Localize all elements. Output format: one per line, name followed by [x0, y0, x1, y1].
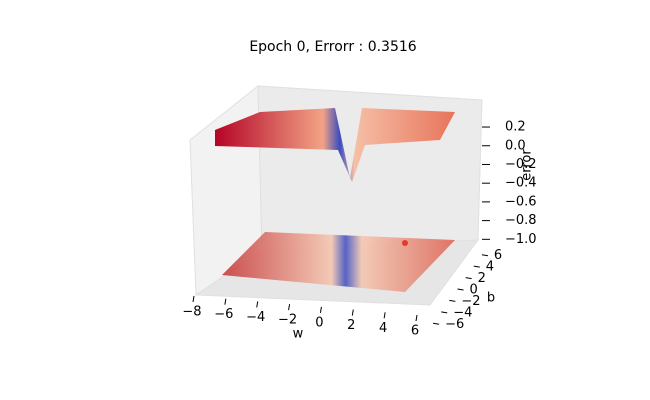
- x-tick: [192, 295, 195, 303]
- x-tick: [256, 301, 259, 308]
- y-tick-label: −2: [461, 294, 480, 309]
- z-tick-label: 0.2: [505, 120, 526, 135]
- z-tick-label: −1.0: [505, 232, 537, 247]
- x-tick-label: −8: [182, 305, 201, 320]
- z-tick-label: 0.0: [505, 138, 526, 153]
- current-point: [402, 240, 408, 246]
- y-tick: [457, 288, 464, 291]
- y-axis-label: b: [487, 291, 495, 306]
- x-tick-label: 4: [379, 321, 387, 336]
- z-tick-label: −0.8: [505, 213, 537, 228]
- y-tick: [432, 322, 440, 325]
- y-tick-label: 6: [494, 248, 502, 263]
- y-tick-label: 0: [470, 283, 478, 298]
- x-tick: [383, 312, 386, 319]
- y-tick-label: 2: [478, 271, 486, 286]
- x-tick-label: 2: [347, 318, 355, 333]
- x-tick-label: −2: [278, 313, 297, 328]
- y-tick: [465, 277, 472, 280]
- contour-floor: [222, 232, 455, 292]
- z-tick-label: −0.6: [505, 194, 537, 209]
- y-tick-label: 4: [486, 260, 494, 275]
- y-tick-label: −6: [445, 317, 464, 332]
- z-tick-label: −0.4: [505, 176, 537, 191]
- z-axis-label: error: [520, 149, 535, 181]
- x-tick: [415, 314, 418, 322]
- y-tick: [473, 265, 480, 268]
- x-axis-label: w: [293, 327, 304, 342]
- y-tick-label: −4: [453, 305, 472, 320]
- y-tick: [449, 299, 456, 302]
- x-tick-label: −4: [246, 310, 265, 325]
- x-tick-label: −6: [214, 307, 233, 322]
- y-tick: [441, 311, 448, 314]
- x-tick-label: 6: [411, 324, 419, 339]
- y-tick: [481, 254, 489, 257]
- x-tick: [288, 304, 291, 311]
- x-tick: [319, 306, 322, 313]
- chart-title: Epoch 0, Errorr : 0.3516: [249, 39, 416, 55]
- z-tick-label: −0.2: [505, 157, 537, 172]
- x-tick: [224, 298, 227, 305]
- x-tick: [351, 309, 354, 316]
- x-tick-label: 0: [315, 315, 323, 330]
- error-surface: [215, 108, 455, 182]
